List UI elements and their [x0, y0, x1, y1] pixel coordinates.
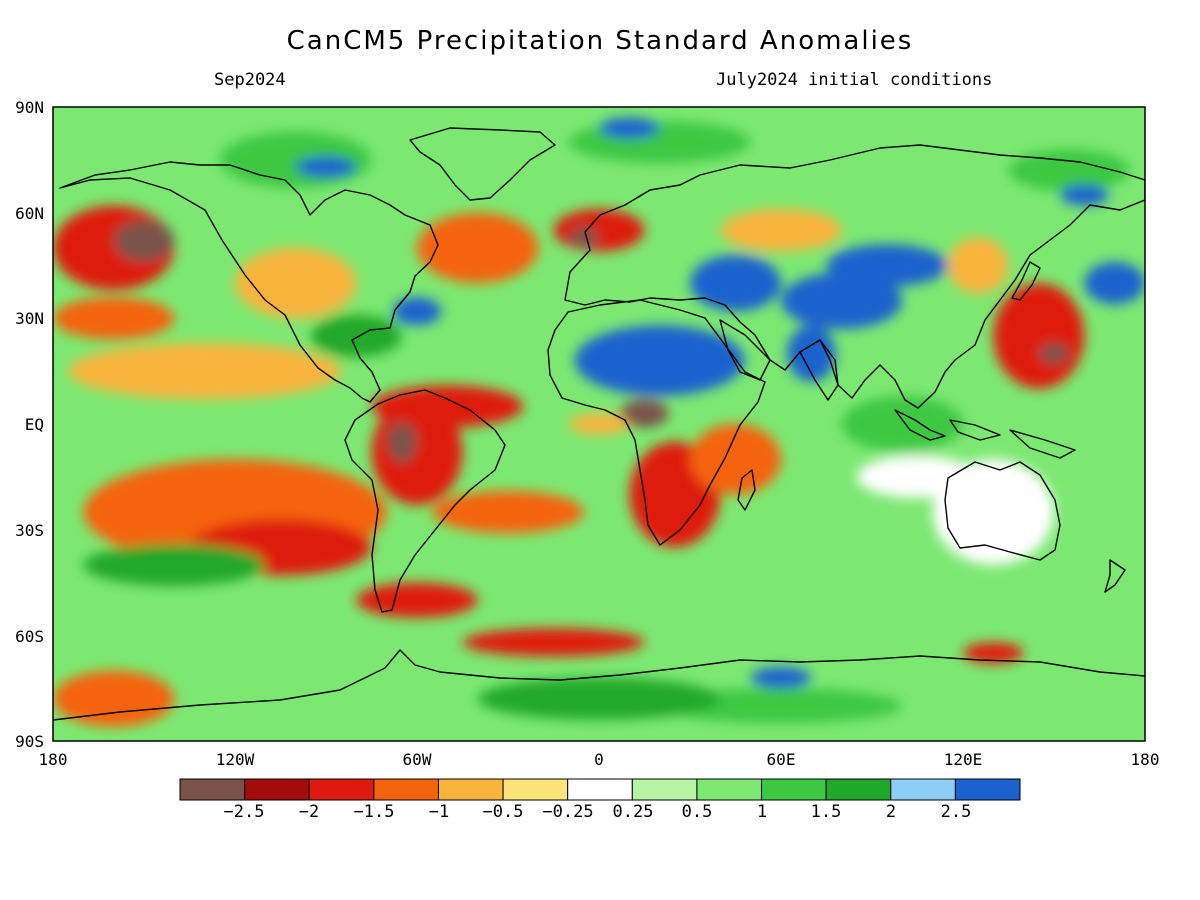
anomaly-region — [993, 283, 1085, 389]
lon-label-0: 0 — [594, 750, 604, 769]
colorbar-label: −0.5 — [482, 802, 524, 822]
lat-label-30n: 30N — [15, 309, 44, 328]
anomaly-region — [356, 582, 478, 618]
anomaly-region — [417, 212, 539, 284]
lon-label-120w: 120W — [215, 750, 255, 769]
colorbar-swatch — [761, 778, 827, 801]
anomaly-region — [826, 244, 948, 287]
colorbar-swatch — [502, 778, 569, 801]
anomaly-region — [1084, 261, 1145, 305]
anomaly-region — [1060, 184, 1109, 206]
colorbar-label: 0.25 — [612, 802, 654, 822]
lon-label-60w: 60W — [402, 750, 432, 769]
anomaly-region — [856, 455, 979, 498]
anomaly-region — [963, 642, 1024, 664]
anomaly-region — [781, 272, 903, 329]
anomaly-region — [477, 677, 721, 720]
lat-label-30s: 30S — [15, 521, 44, 540]
anomaly-region — [620, 399, 669, 428]
anomaly-region — [690, 254, 781, 312]
colorbar-label: −2 — [298, 802, 320, 822]
colorbar-label: −1.5 — [353, 802, 395, 822]
anomaly-region — [568, 226, 599, 248]
colorbar-swatch — [373, 778, 439, 801]
colorbar-swatch — [567, 778, 633, 801]
colorbar-swatch — [631, 778, 698, 801]
lon-label-180e: 180 — [1130, 750, 1160, 769]
forecast-month: Sep2024 — [214, 70, 286, 90]
anomaly-region — [690, 424, 781, 495]
colorbar-swatch — [825, 778, 892, 801]
anomaly-region — [386, 420, 418, 463]
colorbar-swatch — [244, 778, 310, 801]
anomaly-region — [1008, 149, 1130, 192]
anomaly-region — [219, 131, 372, 189]
map-title: CanCM5 Precipitation Standard Anomalies — [286, 26, 914, 56]
colorbar-label: −0.25 — [542, 802, 594, 822]
colorbar-swatch — [308, 778, 375, 801]
colorbar-label: 1 — [756, 802, 768, 822]
colorbar-label: −2.5 — [223, 802, 265, 822]
anomaly-fields — [53, 117, 1145, 727]
colorbar — [179, 778, 1021, 801]
anomaly-region — [462, 628, 645, 657]
anomaly-region — [53, 670, 175, 727]
lat-label-60n: 60N — [15, 204, 44, 223]
anomaly-region — [841, 395, 963, 453]
anomaly-region — [234, 247, 357, 319]
lon-label-60e: 60E — [766, 750, 796, 769]
anomaly-region — [371, 385, 524, 428]
colorbar-label: 2.5 — [940, 802, 972, 822]
colorbar-label: 2 — [885, 802, 897, 822]
lat-label-90n: 90N — [15, 98, 44, 117]
map-frame — [52, 106, 1146, 742]
anomaly-region — [947, 237, 1009, 294]
anomaly-region — [392, 297, 442, 326]
colorbar-swatch — [696, 778, 763, 801]
anomaly-region — [1038, 342, 1070, 365]
lat-label-90s: 90S — [15, 732, 44, 751]
lat-label-eq: EQ — [24, 415, 44, 434]
anomaly-region — [83, 543, 266, 587]
anomaly-region — [599, 117, 660, 139]
anomaly-region — [787, 325, 836, 382]
lat-label-60s: 60S — [15, 627, 44, 646]
anomaly-region — [432, 490, 584, 534]
colorbar-swatch — [437, 778, 504, 801]
colorbar-swatch — [890, 778, 956, 801]
anomaly-region — [750, 667, 812, 689]
anomaly-region — [68, 342, 342, 400]
coastlines — [53, 127, 1145, 721]
anomaly-region — [574, 325, 745, 396]
anomaly-region — [568, 413, 630, 435]
anomaly-region — [295, 156, 357, 178]
lon-label-180w: 180 — [38, 750, 68, 769]
anomaly-region — [659, 688, 903, 724]
anomaly-region — [568, 121, 751, 164]
initial-conditions-label: July2024 initial conditions — [716, 70, 993, 90]
colorbar-swatch — [179, 778, 246, 801]
anomaly-region — [720, 209, 842, 252]
anomaly-region — [310, 314, 402, 358]
colorbar-label: 0.5 — [681, 802, 713, 822]
anomaly-region — [53, 297, 175, 340]
colorbar-label: 1.5 — [810, 802, 842, 822]
anomaly-region — [113, 219, 175, 262]
colorbar-label: −1 — [428, 802, 450, 822]
colorbar-swatch — [954, 778, 1021, 801]
lon-label-120e: 120E — [943, 750, 983, 769]
